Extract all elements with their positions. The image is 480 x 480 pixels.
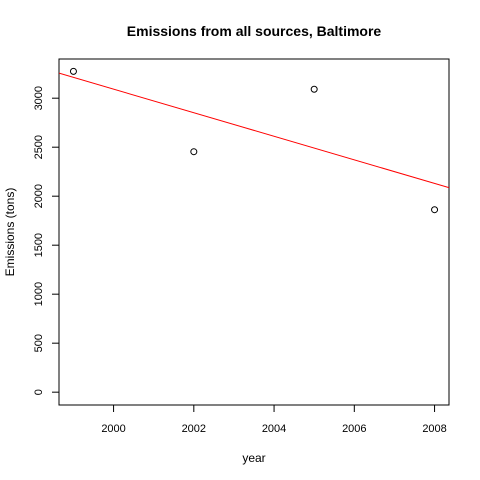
data-point [69, 67, 77, 75]
y-axis: 0 500 1000 1500 2000 2500 3000 [33, 86, 59, 395]
plot-frame [58, 58, 450, 406]
y-tick-label: 2000 [33, 184, 45, 208]
y-tick-label: 2500 [33, 135, 45, 159]
trend-line [59, 72, 449, 189]
data-point [310, 85, 318, 93]
x-tick-label: 2006 [342, 423, 366, 435]
x-tick-label: 2004 [262, 423, 286, 435]
y-tick-label: 1500 [33, 233, 45, 257]
x-axis: 2000 2002 2004 2006 2008 [101, 405, 447, 435]
y-tick-label: 500 [33, 334, 45, 352]
data-point [431, 206, 439, 214]
x-axis-label: year [242, 451, 265, 465]
x-tick-label: 2000 [101, 423, 125, 435]
data-point [190, 148, 198, 156]
y-tick-label: 0 [33, 389, 45, 395]
y-tick-label: 1000 [33, 282, 45, 306]
chart-title: Emissions from all sources, Baltimore [127, 23, 382, 39]
x-tick-label: 2008 [422, 423, 446, 435]
x-tick-label: 2002 [182, 423, 206, 435]
plot-area [59, 67, 449, 214]
y-axis-label: Emissions (tons) [3, 188, 17, 277]
y-tick-label: 3000 [33, 86, 45, 110]
